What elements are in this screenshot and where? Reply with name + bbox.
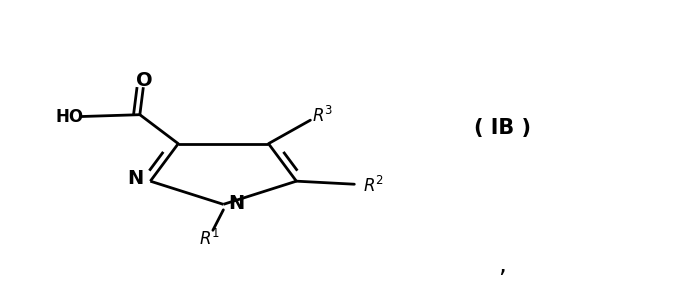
Text: N: N <box>228 194 244 213</box>
Text: ( IB ): ( IB ) <box>474 118 531 138</box>
Text: HO: HO <box>56 108 84 126</box>
Text: ,: , <box>498 253 507 277</box>
Text: O: O <box>135 71 152 90</box>
Text: $R^1$: $R^1$ <box>199 229 220 249</box>
Text: $R^3$: $R^3$ <box>311 106 333 126</box>
Text: N: N <box>127 169 143 188</box>
Text: $R^2$: $R^2$ <box>363 176 384 196</box>
